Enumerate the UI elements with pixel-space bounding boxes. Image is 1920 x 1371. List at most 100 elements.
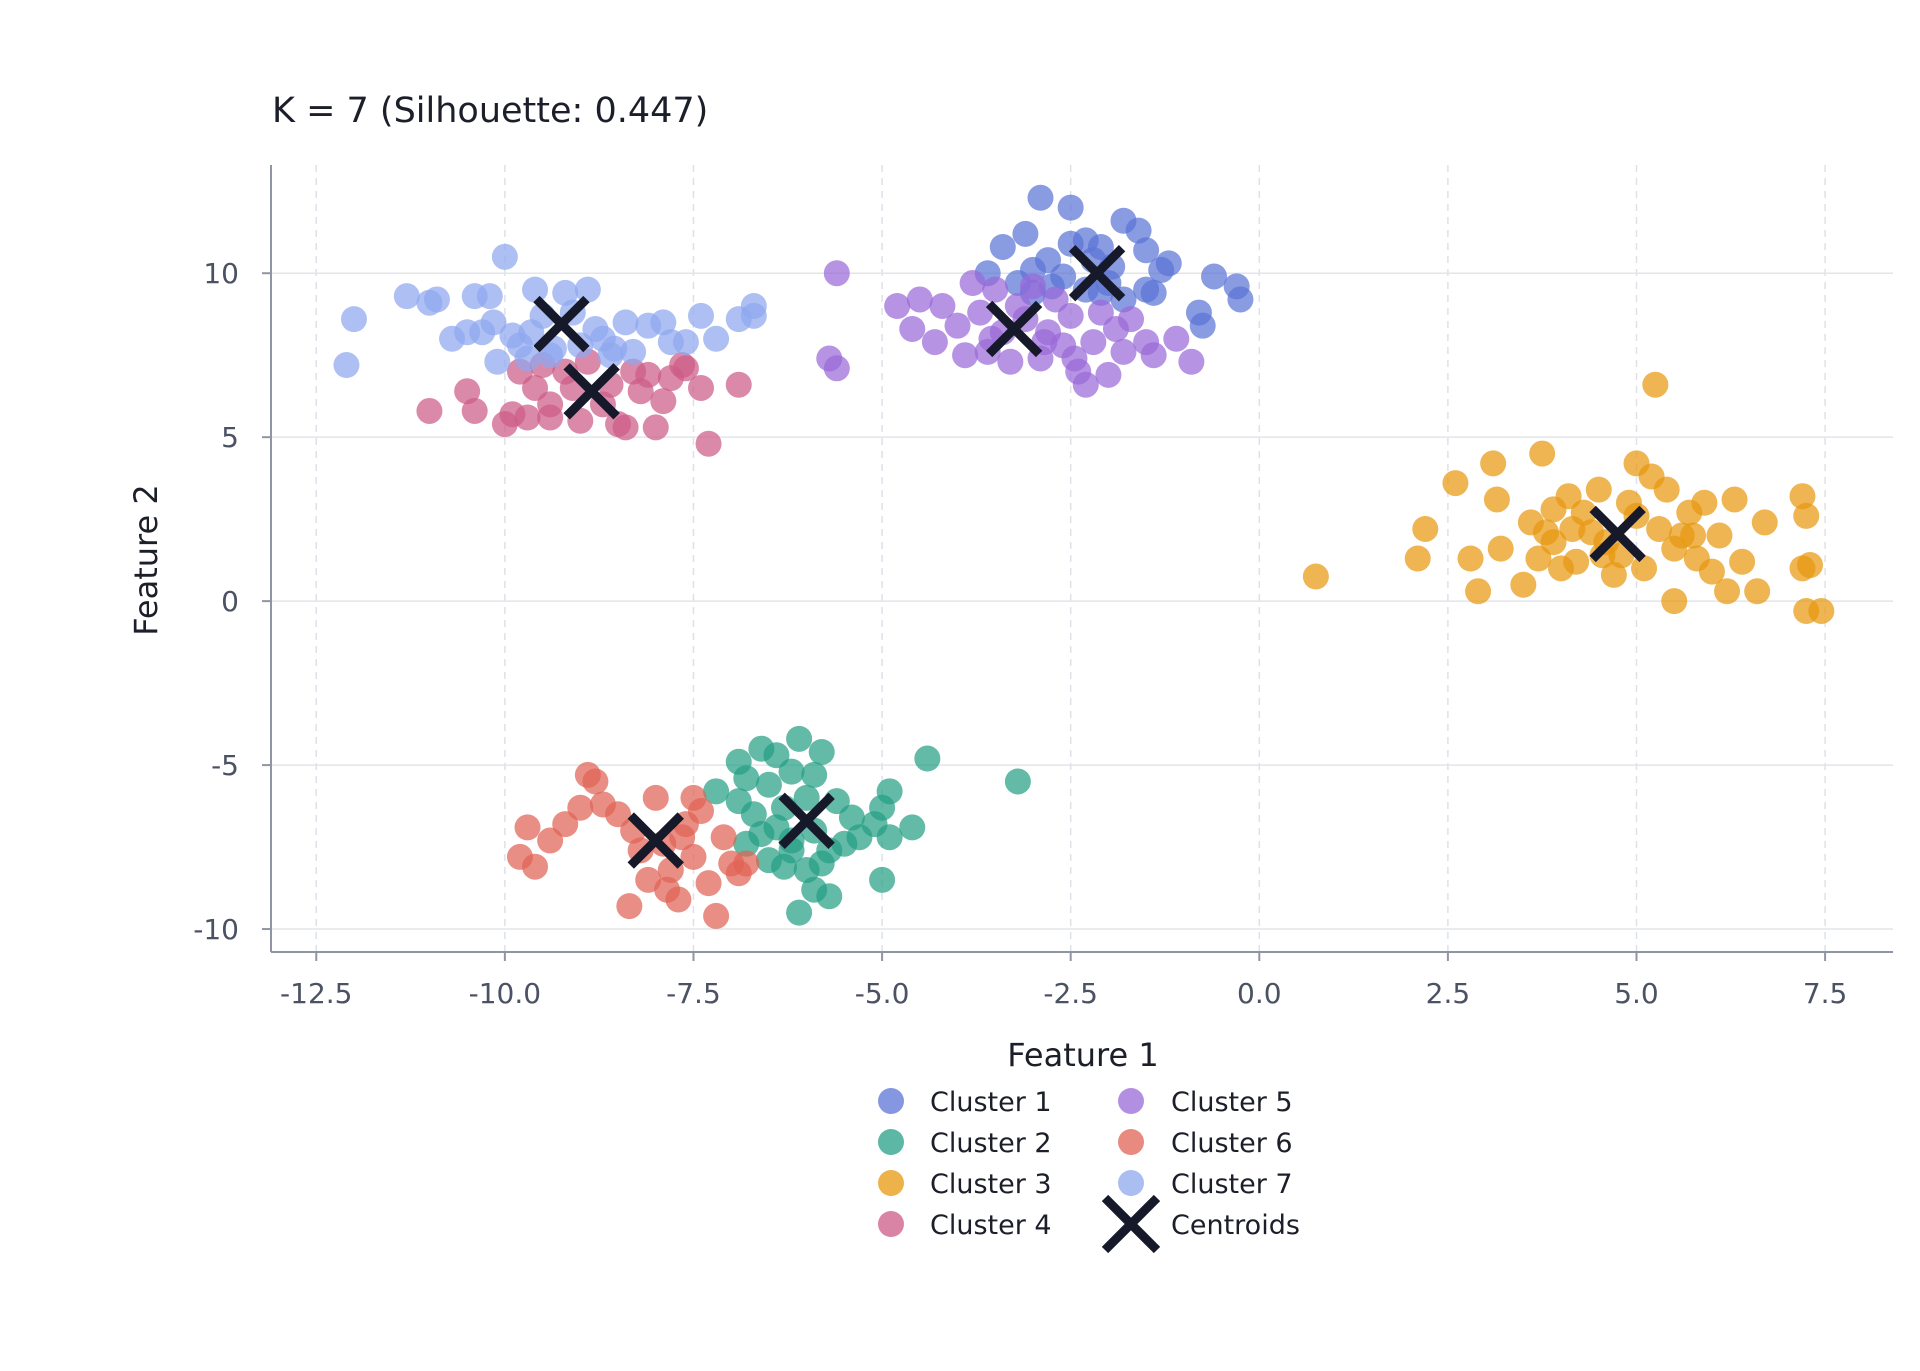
legend-label: Cluster 2 [930,1128,1052,1159]
x-axis-label: Feature 1 [1007,1036,1158,1074]
data-point [552,279,579,306]
data-point [423,286,450,313]
data-point [786,725,813,752]
data-point [612,309,639,336]
data-point [899,315,926,342]
x-tick-label: -12.5 [280,977,352,1010]
centroid-marker [533,295,590,353]
y-tick-label: -5 [211,749,239,782]
data-points [333,184,1835,929]
data-point [654,876,681,903]
data-point [650,388,677,415]
data-point [574,276,601,303]
data-point [1540,529,1567,556]
data-point [1118,306,1145,333]
data-point [1412,515,1439,542]
y-tick-label: 0 [221,585,239,618]
data-point [1691,489,1718,516]
centroid-marker [1589,505,1646,563]
data-point [1510,571,1537,598]
centroid-stroke [1589,505,1646,563]
data-point [1080,329,1107,356]
legend-marker [878,1088,904,1114]
data-point [1125,217,1152,244]
data-point [1808,597,1835,624]
x-tick-labels: -12.5 -10.0 -7.5 -5.0 -2.5 0.0 2.5 5.0 7.5 [280,977,1847,1010]
data-point [582,768,609,795]
data-point [642,784,669,811]
data-point [567,794,594,821]
data-point [982,276,1009,303]
data-point [601,335,628,362]
data-point [1487,535,1514,562]
data-point [1302,563,1329,590]
legend-label: Cluster 6 [1171,1128,1293,1159]
data-point [876,778,903,805]
centroid-markers [533,245,1646,869]
data-point [680,843,707,870]
data-point [476,283,503,310]
data-point [1529,440,1556,467]
data-point [763,742,790,769]
data-point [1072,371,1099,398]
data-point [793,784,820,811]
data-point [808,738,835,765]
data-point [997,348,1024,375]
y-tick-labels: 10 5 0 -5 -10 [193,257,239,946]
data-point [703,325,730,352]
data-point [921,329,948,356]
centroid-marker [985,300,1043,358]
data-point [393,283,420,310]
data-point [514,345,541,372]
data-point [635,361,662,388]
data-point [616,893,643,920]
data-point [461,397,488,424]
legend-marker [1118,1088,1144,1114]
data-point [1793,502,1820,529]
data-point [1061,345,1088,372]
data-point [899,814,926,841]
data-point [1559,515,1586,542]
legend-marker [878,1211,904,1237]
data-point [1178,348,1205,375]
x-tick-label: 2.5 [1426,977,1471,1010]
data-point [1680,522,1707,549]
series-cluster-5 [816,260,1205,398]
y-tick-label: 10 [203,257,239,290]
data-point [1483,486,1510,513]
data-point [906,286,933,313]
x-tick-label: -10.0 [469,977,541,1010]
data-point [1653,476,1680,503]
centroid-stroke [533,295,590,353]
data-point [1155,250,1182,277]
data-point [1631,555,1658,582]
data-point [823,260,850,287]
data-point [725,371,752,398]
data-point [688,302,715,329]
data-point [552,811,579,838]
data-point [669,352,696,379]
data-point [491,243,518,270]
data-point [612,414,639,441]
y-tick-label: -10 [193,913,239,946]
centroid-marker [627,812,684,869]
data-point [733,830,760,857]
data-point [695,430,722,457]
legend-marker [1118,1129,1144,1155]
data-point [952,342,979,369]
data-point [695,870,722,897]
data-point [1465,578,1492,605]
data-point [1585,476,1612,503]
legend-marker [878,1170,904,1196]
data-point [846,824,873,851]
data-point [929,293,956,320]
data-point [1133,237,1160,264]
legend-label: Cluster 3 [930,1169,1052,1200]
data-point [1227,286,1254,313]
data-point [1004,768,1031,795]
data-point [1012,220,1039,247]
x-tick-label: -7.5 [666,977,721,1010]
data-point [1442,470,1469,497]
legend-item-cluster-3: Cluster 3 [878,1169,1052,1200]
data-point [1027,184,1054,211]
